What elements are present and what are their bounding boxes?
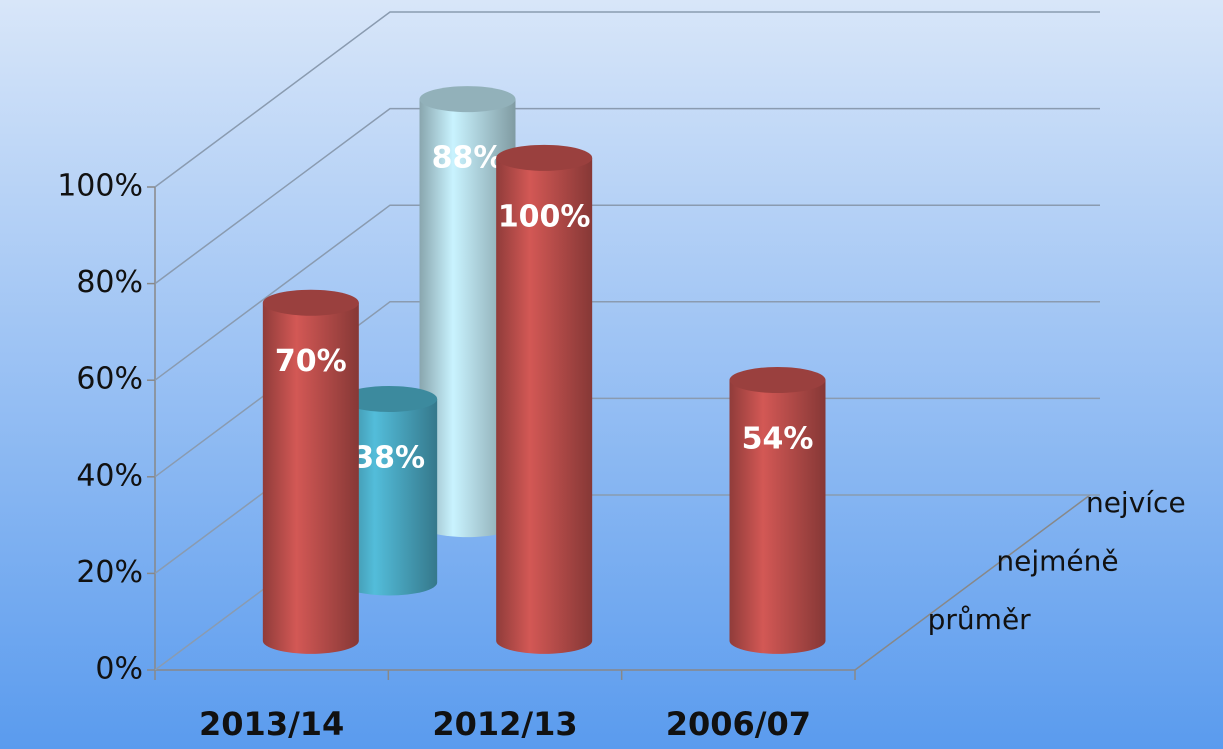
y-tick-label: 40% — [76, 458, 143, 493]
value-label: 100% — [498, 199, 591, 234]
cylinder — [729, 367, 826, 654]
grid-line — [154, 301, 1100, 478]
y-tick-label: 20% — [76, 555, 143, 590]
value-label: 54% — [742, 422, 814, 457]
value-label: 38% — [353, 440, 425, 475]
y-tick-label: 100% — [57, 169, 143, 204]
grid-line — [154, 11, 1100, 188]
y-tick-label: 0% — [95, 652, 143, 687]
cylinder-top — [496, 144, 593, 171]
y-tick-label: 60% — [76, 362, 143, 397]
cylinder-body — [419, 99, 516, 538]
cylinder — [341, 385, 438, 596]
x-tick-label: 2006/07 — [666, 705, 811, 743]
grid-line — [154, 107, 1100, 285]
cylinder-top — [729, 367, 826, 394]
grid-line — [154, 204, 1100, 381]
cylinder-body — [496, 157, 593, 654]
cylinder-body — [729, 380, 826, 654]
cylinder — [262, 289, 359, 654]
y-tick-label: 80% — [76, 265, 143, 300]
depth-label: nejvíce — [1086, 486, 1186, 519]
cylinder-top — [262, 289, 359, 316]
x-tick-label: 2013/14 — [199, 705, 344, 743]
value-label: 88% — [432, 141, 504, 176]
cylinder-top — [419, 86, 516, 113]
cylinder-body — [262, 302, 359, 654]
x-tick-label: 2012/13 — [432, 705, 577, 743]
cylinder — [419, 86, 516, 538]
floor-edge — [854, 494, 1091, 671]
value-label: 70% — [275, 344, 347, 379]
cylinder-body — [341, 398, 438, 596]
cylinder-top — [341, 385, 438, 412]
cylinder — [496, 144, 593, 654]
depth-label: nejméně — [996, 545, 1118, 578]
depth-label: průměr — [928, 603, 1032, 636]
